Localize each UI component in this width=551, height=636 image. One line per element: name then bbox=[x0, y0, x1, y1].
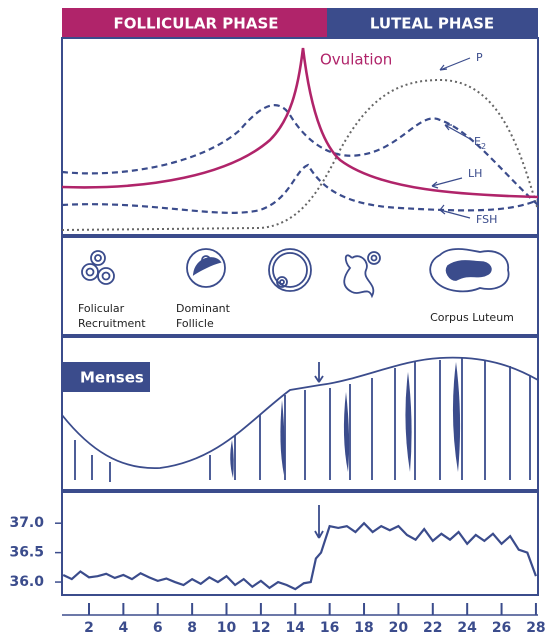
x-tick-label: 14 bbox=[286, 620, 306, 636]
e-text: E bbox=[474, 135, 481, 148]
p-label: P bbox=[476, 51, 483, 64]
x-tick-label: 8 bbox=[187, 620, 197, 636]
dominant-label-1: Dominant bbox=[176, 302, 231, 315]
endometrium bbox=[61, 356, 539, 482]
follicular-title: FOLLICULAR PHASE bbox=[113, 15, 278, 33]
fsh-label: FSH bbox=[476, 213, 497, 226]
ovulation-label: Ovulation bbox=[320, 51, 392, 69]
x-tick-label: 4 bbox=[118, 620, 128, 636]
hormone-curves bbox=[61, 47, 539, 231]
x-tick-label: 6 bbox=[153, 620, 163, 636]
y-tick-label: 36.0 bbox=[9, 574, 44, 590]
temp-arrow bbox=[314, 505, 324, 539]
x-tick-label: 22 bbox=[423, 620, 442, 636]
luteal-title: LUTEAL PHASE bbox=[370, 15, 494, 33]
x-tick-label: 10 bbox=[217, 620, 237, 636]
corpus-label: Corpus Luteum bbox=[430, 311, 514, 324]
y-tick-label: 37.0 bbox=[9, 515, 44, 531]
e-sub: 2 bbox=[481, 142, 486, 151]
follicular-bar bbox=[62, 8, 327, 38]
x-tick-label: 12 bbox=[251, 620, 270, 636]
x-tick-label: 26 bbox=[492, 620, 511, 636]
x-tick-label: 24 bbox=[457, 620, 477, 636]
x-tick-label: 20 bbox=[389, 620, 409, 636]
menses-label: Menses bbox=[80, 369, 144, 387]
dominant-label-2: Follicle bbox=[176, 317, 214, 330]
temperature-line bbox=[62, 521, 537, 591]
follicle-icons bbox=[81, 248, 510, 299]
x-tick-label: 2 bbox=[84, 620, 94, 636]
lh-label: LH bbox=[468, 167, 482, 180]
panels bbox=[61, 37, 539, 596]
x-tick-label: 18 bbox=[354, 620, 373, 636]
x-tick-label: 16 bbox=[320, 620, 339, 636]
menses-box bbox=[62, 362, 150, 392]
y-tick-label: 36.5 bbox=[9, 545, 44, 561]
luteal-bar bbox=[327, 8, 538, 38]
recruitment-label-1: Folicular bbox=[78, 302, 125, 315]
e-label: E2 bbox=[474, 135, 486, 151]
x-tick-label: 28 bbox=[526, 620, 545, 636]
recruitment-label-2: Recruitment bbox=[78, 317, 146, 330]
